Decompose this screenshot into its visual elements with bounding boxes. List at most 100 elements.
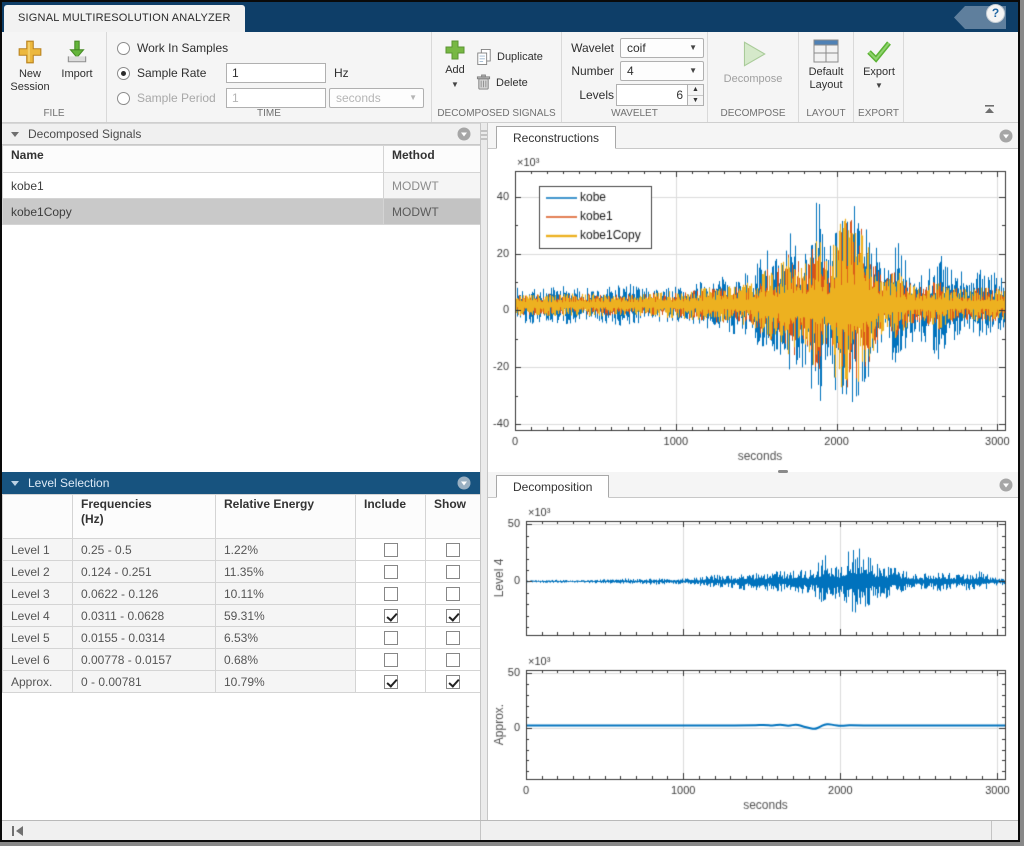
main-area: Decomposed Signals Name Method kobe1 MOD… — [2, 123, 1018, 824]
sample-rate-radio[interactable] — [117, 66, 130, 80]
column-header-blank — [2, 494, 73, 539]
sample-period-input[interactable]: 1 — [226, 88, 326, 108]
add-button[interactable]: Add ▼ — [438, 39, 472, 89]
ribbon-section-decomposed-signals-label: DECOMPOSED SIGNALS — [437, 108, 556, 119]
import-icon — [67, 40, 87, 63]
default-layout-button[interactable]: Default Layout — [800, 39, 852, 92]
statusbar-collapse-button[interactable] — [11, 825, 25, 837]
wavelet-number-dropdown[interactable]: 4 ▼ — [620, 61, 704, 81]
level-energy: 6.53% — [215, 626, 356, 649]
decomposed-signals-panel-menu-button[interactable] — [457, 127, 471, 141]
tab-reconstructions[interactable]: Reconstructions — [496, 126, 617, 149]
chevron-down-icon: ▼ — [409, 93, 417, 102]
sample-period-unit-dropdown[interactable]: seconds ▼ — [329, 88, 424, 108]
tab-reconstructions-label: Reconstructions — [513, 131, 600, 145]
show-checkbox[interactable] — [446, 542, 460, 557]
decomposition-panel-menu-button[interactable] — [999, 478, 1013, 492]
frequencies-header-line1: Frequencies — [81, 497, 152, 511]
include-checkbox[interactable] — [383, 674, 398, 689]
signal-name[interactable]: kobe1 — [2, 172, 384, 199]
column-header-frequencies: Frequencies (Hz) — [72, 494, 216, 539]
level-frequencies: 0.0311 - 0.0628 — [72, 604, 216, 627]
level-frequencies: 0.0622 - 0.126 — [72, 582, 216, 605]
reconstructions-panel-menu-button[interactable] — [999, 129, 1013, 143]
level-row-2[interactable]: Level 2 0.124 - 0.251 11.35% — [2, 560, 481, 583]
signal-row-kobe1[interactable]: kobe1 MODWT — [2, 172, 481, 199]
levels-spinner[interactable]: 6 ▲ ▼ — [616, 84, 704, 106]
levels-value[interactable]: 6 — [616, 84, 688, 106]
horizontal-splitter-grip[interactable] — [778, 470, 788, 473]
level-frequencies: 0.00778 - 0.0157 — [72, 648, 216, 671]
app-tab[interactable]: SIGNAL MULTIRESOLUTION ANALYZER — [4, 5, 245, 32]
add-dropdown-chevron-icon: ▼ — [451, 80, 459, 89]
level-label: Level 6 — [2, 648, 73, 671]
collapse-left-icon — [12, 826, 23, 836]
level-row-4[interactable]: Level 4 0.0311 - 0.0628 59.31% — [2, 604, 481, 627]
include-checkbox[interactable] — [383, 630, 398, 645]
include-checkbox[interactable] — [383, 586, 398, 601]
ribbon-section-decompose-label: DECOMPOSE — [720, 108, 786, 119]
delete-label: Delete — [496, 76, 528, 89]
chevron-down-icon: ▼ — [689, 66, 697, 75]
tab-decomposition[interactable]: Decomposition — [496, 475, 610, 498]
duplicate-button[interactable]: Duplicate — [476, 48, 543, 66]
levels-increment-button[interactable]: ▲ — [688, 85, 703, 96]
include-checkbox[interactable] — [383, 652, 398, 667]
sample-period-unit-value: seconds — [336, 91, 381, 105]
show-checkbox[interactable] — [446, 630, 460, 645]
show-checkbox[interactable] — [446, 608, 460, 623]
vertical-splitter[interactable] — [480, 123, 488, 824]
level-selection-panel-menu-button[interactable] — [457, 476, 471, 490]
level-row-5[interactable]: Level 5 0.0155 - 0.0314 6.53% — [2, 626, 481, 649]
signal-row-kobe1copy[interactable]: kobe1Copy MODWT — [2, 198, 481, 225]
wavelet-dropdown[interactable]: coif ▼ — [620, 38, 704, 58]
show-checkbox[interactable] — [446, 586, 460, 601]
export-button[interactable]: Export ▼ — [857, 39, 901, 90]
level-row-1[interactable]: Level 1 0.25 - 0.5 1.22% — [2, 538, 481, 561]
ribbon-section-layout: Default Layout LAYOUT — [799, 32, 854, 122]
ribbon-section-export: Export ▼ EXPORT — [854, 32, 904, 122]
approx-row[interactable]: Approx. 0 - 0.00781 10.79% — [2, 670, 481, 693]
show-checkbox[interactable] — [446, 674, 460, 689]
ribbon-collapse-button[interactable] — [983, 103, 996, 117]
reconstructions-plot[interactable] — [488, 149, 1018, 472]
ribbon-section-time-label: TIME — [257, 108, 281, 119]
wavelet-value: coif — [627, 41, 646, 55]
level-energy: 1.22% — [215, 538, 356, 561]
sample-rate-input[interactable]: 1 — [226, 63, 326, 83]
show-checkbox[interactable] — [446, 652, 460, 667]
statusbar — [2, 820, 1018, 840]
level-row-6[interactable]: Level 6 0.00778 - 0.0157 0.68% — [2, 648, 481, 671]
import-button[interactable]: Import — [54, 39, 100, 81]
ribbon-collapse-icon — [985, 105, 994, 113]
help-button[interactable]: ? — [986, 4, 1005, 23]
decomposition-approx-plot[interactable] — [488, 654, 1018, 822]
level-label: Approx. — [2, 670, 73, 693]
circle-chevron-down-icon — [999, 478, 1013, 492]
include-checkbox[interactable] — [383, 542, 398, 557]
include-checkbox[interactable] — [383, 564, 398, 579]
levels-decrement-button[interactable]: ▼ — [692, 96, 699, 104]
decompose-label: Decompose — [723, 73, 783, 85]
show-checkbox[interactable] — [446, 564, 460, 579]
include-checkbox[interactable] — [383, 608, 398, 623]
work-in-samples-radio[interactable] — [117, 41, 130, 55]
decomposed-signals-table: Name Method kobe1 MODWT kobe1Copy MODWT — [2, 145, 481, 225]
reconstructions-tabstrip: Reconstructions — [488, 123, 1018, 149]
decompose-button[interactable]: Decompose — [722, 38, 784, 86]
work-in-samples-label: Work In Samples — [137, 41, 229, 55]
level-selection-panel-title: Level Selection — [28, 476, 110, 490]
level-selection-collapse-icon[interactable] — [11, 480, 19, 486]
decomposition-level4-plot[interactable] — [488, 498, 1018, 654]
signal-name[interactable]: kobe1Copy — [2, 198, 384, 225]
default-layout-icon — [813, 39, 839, 63]
sample-period-radio[interactable] — [117, 91, 130, 105]
level-frequencies: 0.124 - 0.251 — [72, 560, 216, 583]
chevron-down-icon: ▼ — [689, 43, 697, 52]
new-session-button[interactable]: New Session — [7, 39, 53, 94]
decomposed-signals-collapse-icon[interactable] — [11, 131, 19, 137]
level-energy: 10.11% — [215, 582, 356, 605]
level-row-3[interactable]: Level 3 0.0622 - 0.126 10.11% — [2, 582, 481, 605]
delete-button[interactable]: Delete — [476, 74, 528, 91]
